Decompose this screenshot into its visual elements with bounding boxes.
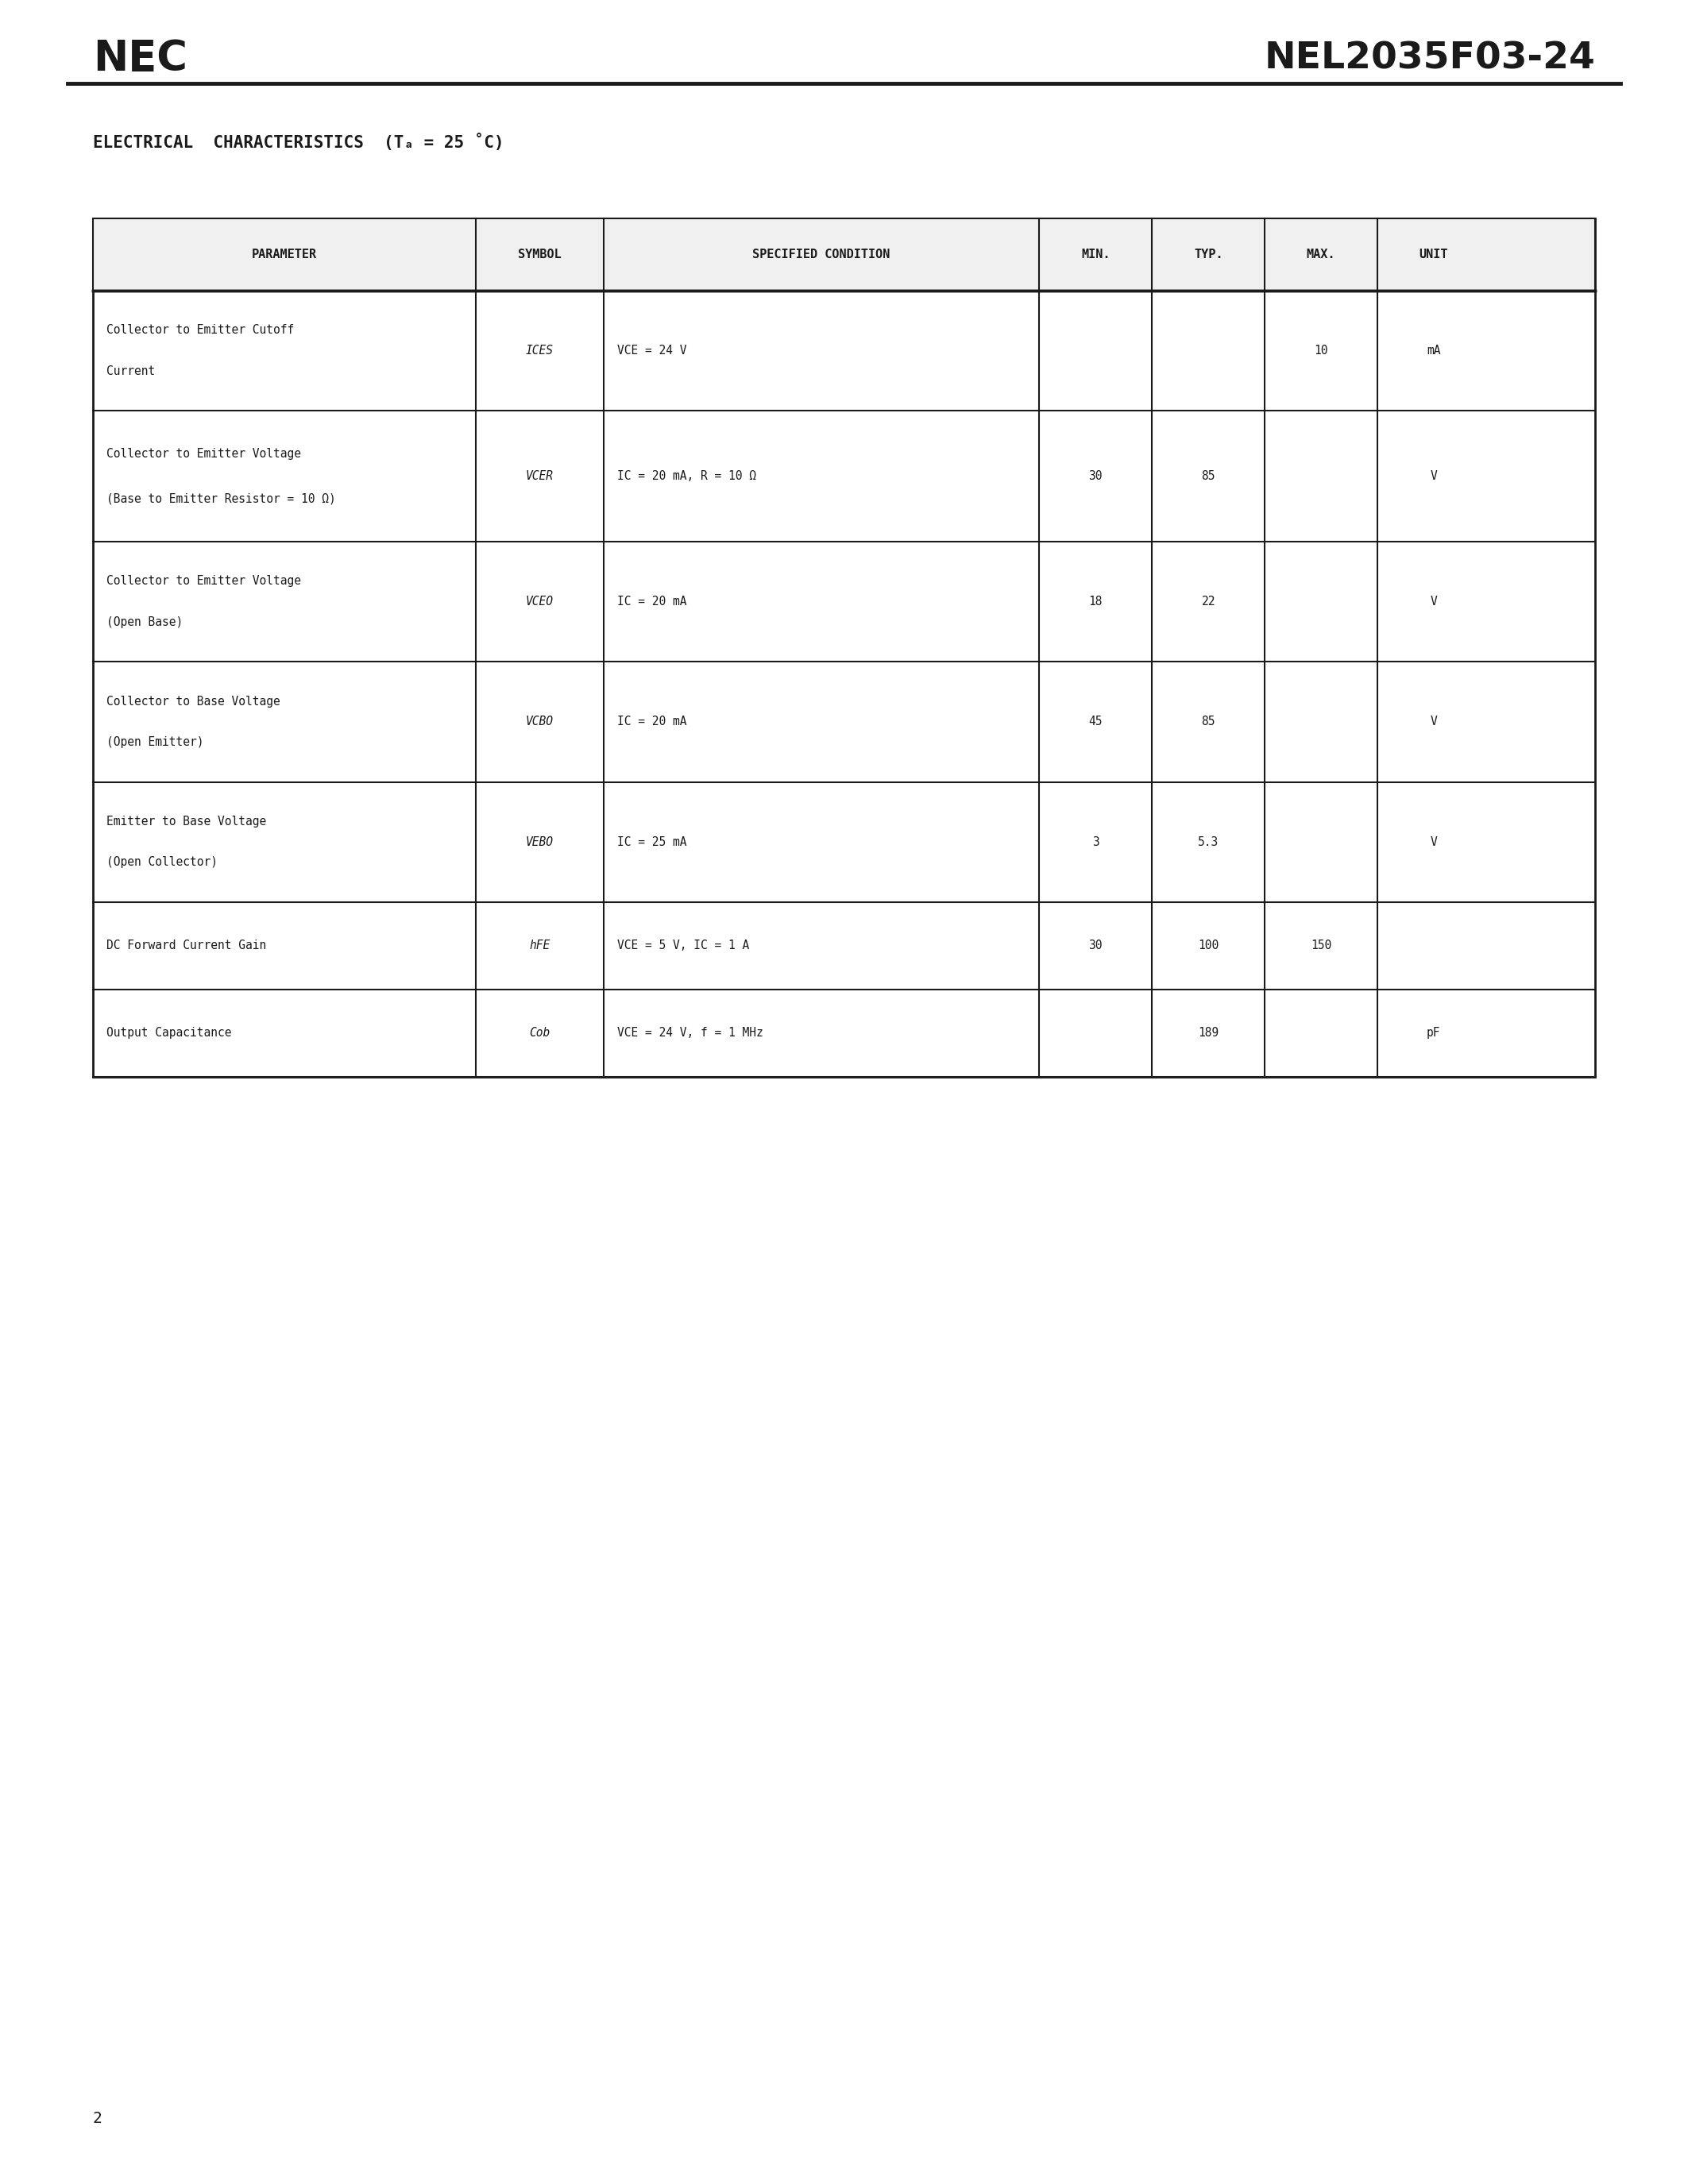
Text: Emitter to Base Voltage: Emitter to Base Voltage [106,815,267,828]
Text: 2: 2 [93,2112,103,2125]
Text: V: V [1430,596,1436,607]
Text: VCE = 5 V, IC = 1 A: VCE = 5 V, IC = 1 A [618,939,749,952]
Text: (Open Collector): (Open Collector) [106,856,218,869]
Text: 18: 18 [1089,596,1102,607]
Text: UNIT: UNIT [1420,249,1448,260]
Text: 5.3: 5.3 [1198,836,1219,847]
Text: Current: Current [106,365,155,378]
Text: 30: 30 [1089,939,1102,952]
Text: 45: 45 [1089,716,1102,727]
Text: VCE = 24 V: VCE = 24 V [618,345,687,356]
Text: 22: 22 [1202,596,1215,607]
Text: 150: 150 [1310,939,1332,952]
Text: 85: 85 [1202,716,1215,727]
Bar [93,218,1595,1077]
Text: V: V [1430,470,1436,483]
Text: 3: 3 [1092,836,1099,847]
Text: IC = 20 mA: IC = 20 mA [618,716,687,727]
Text: SPECIFIED CONDITION: SPECIFIED CONDITION [753,249,890,260]
Text: IC = 20 mA, R = 10 Ω: IC = 20 mA, R = 10 Ω [618,470,756,483]
Text: Cob: Cob [530,1026,550,1040]
Text: Collector to Emitter Voltage: Collector to Emitter Voltage [106,574,300,587]
Text: MAX.: MAX. [1307,249,1335,260]
Text: 189: 189 [1198,1026,1219,1040]
Text: pF: pF [1426,1026,1440,1040]
Text: 30: 30 [1089,470,1102,483]
Text: V: V [1430,716,1436,727]
Text: 85: 85 [1202,470,1215,483]
Text: V: V [1430,836,1436,847]
Text: TYP.: TYP. [1193,249,1222,260]
Text: hFE: hFE [530,939,550,952]
Text: SYMBOL: SYMBOL [518,249,562,260]
Text: 100: 100 [1198,939,1219,952]
Text: mA: mA [1426,345,1440,356]
Text: Output Capacitance: Output Capacitance [106,1026,231,1040]
Text: IC = 25 mA: IC = 25 mA [618,836,687,847]
Text: VCER: VCER [527,470,554,483]
Text: Collector to Base Voltage: Collector to Base Voltage [106,695,280,708]
Text: Collector to Emitter Cutoff: Collector to Emitter Cutoff [106,323,294,336]
Text: MIN.: MIN. [1080,249,1111,260]
Text: ELECTRICAL  CHARACTERISTICS  (Tₐ = 25 ˚C): ELECTRICAL CHARACTERISTICS (Tₐ = 25 ˚C) [93,133,505,151]
Text: NEL2035F03-24: NEL2035F03-24 [1264,41,1595,76]
Text: Collector to Emitter Voltage: Collector to Emitter Voltage [106,448,300,461]
Text: DC Forward Current Gain: DC Forward Current Gain [106,939,267,952]
Text: (Open Emitter): (Open Emitter) [106,736,204,749]
Text: VCBO: VCBO [527,716,554,727]
Text: (Base to Emitter Resistor = 10 Ω): (Base to Emitter Resistor = 10 Ω) [106,491,336,505]
Text: 10: 10 [1313,345,1328,356]
Bar [93,218,1595,290]
Text: VEBO: VEBO [527,836,554,847]
Text: ICES: ICES [527,345,554,356]
Text: NEC: NEC [93,39,187,79]
Text: (Open Base): (Open Base) [106,616,182,629]
Text: VCEO: VCEO [527,596,554,607]
Text: IC = 20 mA: IC = 20 mA [618,596,687,607]
Text: PARAMETER: PARAMETER [252,249,317,260]
Text: VCE = 24 V, f = 1 MHz: VCE = 24 V, f = 1 MHz [618,1026,763,1040]
